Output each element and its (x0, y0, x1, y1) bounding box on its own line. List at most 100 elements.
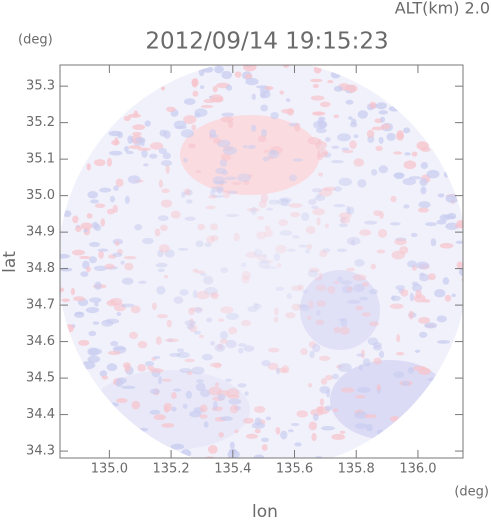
echo-speckle (458, 267, 463, 277)
echo-speckle (354, 423, 368, 429)
echo-speckle (159, 129, 167, 137)
echo-speckle (399, 246, 409, 255)
echo-speckle (339, 430, 346, 434)
echo-speckle (316, 193, 322, 198)
echo-speckle (443, 215, 456, 219)
echo-speckle (106, 363, 118, 372)
echo-speckle (268, 199, 279, 205)
plot-frame (59, 64, 464, 459)
echo-speckle (318, 172, 324, 177)
echo-speckle (390, 415, 400, 422)
echo-speckle (192, 289, 198, 299)
echo-speckle (321, 426, 335, 431)
echo-speckle (209, 94, 224, 103)
echo-speckle (158, 376, 163, 385)
echo-speckle (194, 108, 208, 117)
echo-speckle (287, 429, 294, 433)
y-tick-label: 35.0 (26, 188, 55, 203)
annotation: ALT(km) 2.0 (395, 0, 490, 18)
echo-speckle (266, 207, 274, 211)
echo-speckle (241, 275, 250, 284)
echo-speckle (415, 261, 430, 270)
echo-speckle (311, 205, 319, 209)
echo-speckle (191, 124, 197, 131)
echo-speckle (209, 128, 217, 138)
echo-speckle (75, 225, 82, 233)
echo-speckle (225, 213, 239, 218)
echo-speckle (436, 315, 447, 323)
echo-speckle (161, 188, 170, 194)
echo-speckle (206, 317, 213, 323)
echo-speckle (158, 179, 163, 188)
echo-speckle (393, 172, 405, 180)
echo-speckle (456, 261, 463, 269)
echo-speckle (305, 225, 316, 235)
echo-speckle (305, 248, 310, 254)
echo-speckle (315, 319, 325, 325)
echo-speckle (225, 312, 239, 321)
echo-speckle (121, 277, 134, 285)
echo-speckle (294, 122, 301, 132)
echo-speckle (161, 378, 172, 382)
echo-speckle (79, 255, 91, 260)
echo-speckle (369, 101, 377, 109)
echo-speckle (260, 259, 269, 264)
echo-speckle (333, 186, 342, 192)
echo-speckle (210, 223, 218, 231)
echo-speckle (353, 158, 365, 167)
echo-speckle (200, 272, 207, 277)
echo-speckle (160, 224, 168, 232)
echo-speckle (158, 244, 170, 253)
echo-speckle (425, 222, 438, 227)
echo-speckle (123, 146, 129, 152)
echo-speckle (299, 305, 310, 312)
echo-speckle (160, 199, 173, 208)
echo-speckle (215, 167, 227, 174)
echo-speckle (162, 152, 171, 160)
echo-speckle (420, 161, 428, 170)
echo-speckle (253, 406, 266, 413)
echo-speckle (169, 352, 182, 357)
echo-speckle (99, 370, 108, 378)
echo-speckle (288, 174, 298, 182)
echo-speckle (219, 338, 228, 344)
echo-speckle (191, 77, 199, 87)
y-axis-label: lat (0, 251, 20, 273)
echo-speckle (316, 217, 321, 226)
echo-speckle (348, 116, 353, 120)
echo-speckle (331, 433, 346, 441)
echo-speckle (209, 292, 218, 298)
x-axis-label: lon (252, 502, 278, 521)
echo-speckle (183, 157, 188, 163)
echo-speckle (88, 330, 97, 337)
y-tick-label: 34.8 (26, 261, 55, 276)
echo-speckle (155, 262, 168, 268)
echo-speckle (253, 303, 262, 310)
echo-speckle (308, 198, 317, 205)
echo-speckle (106, 157, 113, 167)
echo-speckle (307, 315, 312, 321)
echo-speckle (333, 204, 346, 208)
echo-speckle (133, 110, 139, 117)
echo-speckle (179, 289, 189, 296)
echo-speckle (338, 212, 352, 219)
echo-speckle (308, 421, 318, 431)
echo-speckle (253, 248, 263, 258)
echo-speckle (124, 364, 131, 373)
echo-speckle (319, 250, 328, 258)
echo-speckle (109, 150, 123, 156)
echo-speckle (377, 228, 387, 238)
echo-speckle (319, 355, 331, 361)
echo-speckle (179, 368, 192, 373)
echo-speckle (375, 145, 383, 152)
echo-speckle (252, 302, 259, 307)
echo-speckle (192, 268, 199, 273)
echo-speckle (437, 193, 445, 198)
echo-speckle (161, 423, 175, 428)
echo-speckle (247, 306, 259, 313)
echo-speckle (208, 386, 222, 396)
echo-speckle (340, 318, 348, 327)
echo-speckle (157, 215, 169, 221)
echo-speckle (340, 280, 353, 285)
echo-speckle (377, 429, 384, 436)
